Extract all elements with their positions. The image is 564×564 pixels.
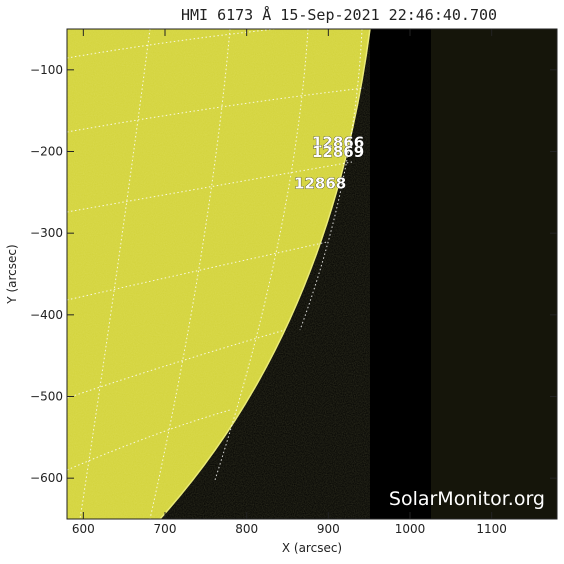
x-tick-label: 900 (317, 522, 340, 536)
x-tick-label: 600 (72, 522, 95, 536)
y-tick-label: −500 (30, 390, 63, 404)
x-tick-label: 1100 (476, 522, 507, 536)
y-tick-label: −200 (30, 145, 63, 159)
watermark: SolarMonitor.org (389, 488, 545, 510)
region-label: 12868 (294, 174, 346, 192)
y-axis-ticks: −100 −200 −300 −400 −500 −600 (30, 63, 557, 485)
region-label: 12869 (312, 143, 364, 161)
x-axis-label: X (arcsec) (282, 541, 342, 555)
y-axis-label: Y (arcsec) (5, 244, 19, 304)
x-tick-label: 700 (154, 522, 177, 536)
y-tick-label: −600 (30, 471, 63, 485)
y-tick-label: −300 (30, 226, 63, 240)
heliographic-grid (67, 29, 365, 519)
region-label: 12866 (312, 133, 364, 151)
plot-title: HMI 6173 Å 15-Sep-2021 22:46:40.700 (181, 5, 497, 24)
x-tick-label: 800 (235, 522, 258, 536)
plot-frame (66, 28, 558, 520)
disk-granulation (67, 29, 370, 519)
x-axis-ticks: 600 700 800 900 1000 1100 (72, 29, 507, 536)
y-tick-label: −100 (30, 63, 63, 77)
x-tick-label: 1000 (395, 522, 426, 536)
y-tick-label: −400 (30, 308, 63, 322)
outer-field-band (431, 29, 557, 519)
limb-highlight (159, 29, 371, 519)
